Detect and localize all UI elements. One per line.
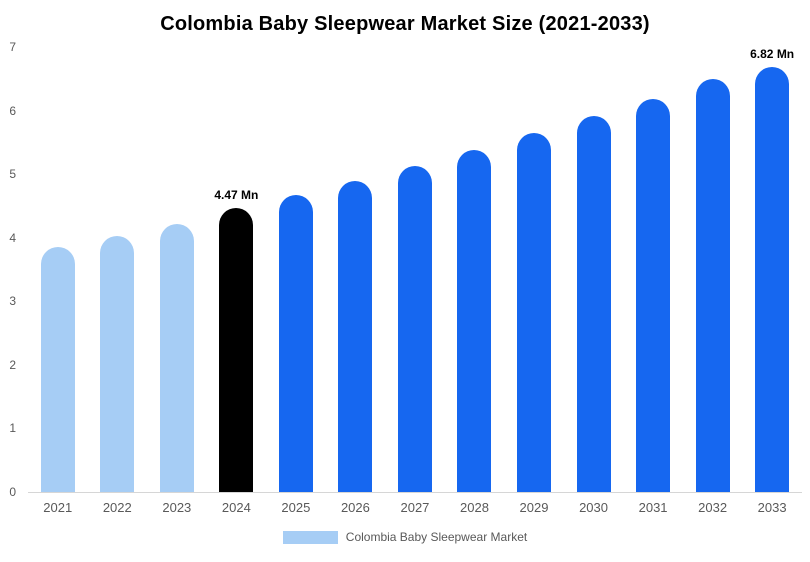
bar-2031: [636, 98, 671, 492]
bar-2026: [338, 180, 373, 492]
bar-2029: [517, 133, 552, 492]
x-tick-2024: 2024: [221, 500, 251, 515]
bar-slot-2024: 4.47 Mn: [207, 47, 267, 492]
x-tick-2028: 2028: [460, 500, 489, 515]
bar-slot-2032: [683, 47, 743, 492]
data-label-2033: 6.82 Mn: [750, 47, 795, 61]
chart-title: Colombia Baby Sleepwear Market Size (202…: [160, 13, 650, 35]
bar-slot-2025: [266, 47, 326, 492]
bar-2023: [159, 223, 194, 492]
bar-2025: [278, 194, 313, 492]
bar-2032: [695, 79, 730, 492]
plot-area: 4.47 Mn 6.82 Mn: [28, 47, 802, 493]
x-axis: 2021 2022 2023 2024 2025 2026 2027 2028 2029 2030…: [28, 500, 802, 515]
y-tick-2: 2: [9, 357, 16, 372]
x-tick-2030: 2030: [579, 500, 608, 515]
x-tick-2031: 2031: [638, 500, 668, 515]
legend-label[interactable]: Colombia Baby Sleepwear Market: [345, 530, 528, 544]
bar-2021: [40, 247, 75, 492]
x-tick-2032: 2032: [698, 500, 728, 515]
x-tick-2027: 2027: [400, 500, 430, 515]
bar-slot-2026: [326, 47, 386, 492]
x-tick-2026: 2026: [340, 500, 370, 515]
y-tick-5: 5: [9, 167, 16, 182]
bar-slot-2021: [28, 47, 88, 492]
bar-slot-2022: [88, 47, 148, 492]
bar-slot-2031: [623, 47, 683, 492]
legend-swatch[interactable]: [282, 530, 338, 544]
bar-2030: [576, 116, 611, 492]
x-tick-2021: 2021: [43, 500, 73, 515]
bar-2024: [219, 207, 254, 492]
x-tick-2033: 2033: [757, 500, 787, 515]
y-tick-7: 7: [9, 40, 16, 54]
bar-2028: [457, 150, 492, 492]
x-tick-2023: 2023: [162, 500, 192, 515]
y-axis: 0 1 2 3 4 5 6 7: [0, 40, 22, 499]
bar-2022: [100, 235, 135, 492]
bar-slot-2033: 6.82 Mn: [742, 47, 802, 492]
bar-slot-2030: [564, 47, 624, 492]
x-tick-2029: 2029: [519, 500, 549, 515]
bar-2033: [755, 67, 790, 492]
bar-slot-2028: [445, 47, 505, 492]
y-tick-3: 3: [9, 294, 16, 309]
data-label-2024: 4.47 Mn: [214, 187, 259, 202]
y-tick-1: 1: [9, 421, 16, 436]
bar-slot-2029: [504, 47, 564, 492]
bar-2027: [397, 165, 432, 492]
x-tick-2022: 2022: [102, 500, 132, 515]
x-tick-2025: 2025: [281, 500, 311, 515]
y-tick-6: 6: [9, 103, 16, 118]
bar-slot-2027: [385, 47, 445, 492]
y-tick-4: 4: [9, 230, 16, 245]
y-tick-0: 0: [9, 485, 16, 499]
bar-slot-2023: [147, 47, 207, 492]
legend: Colombia Baby Sleepwear Market: [0, 530, 810, 544]
